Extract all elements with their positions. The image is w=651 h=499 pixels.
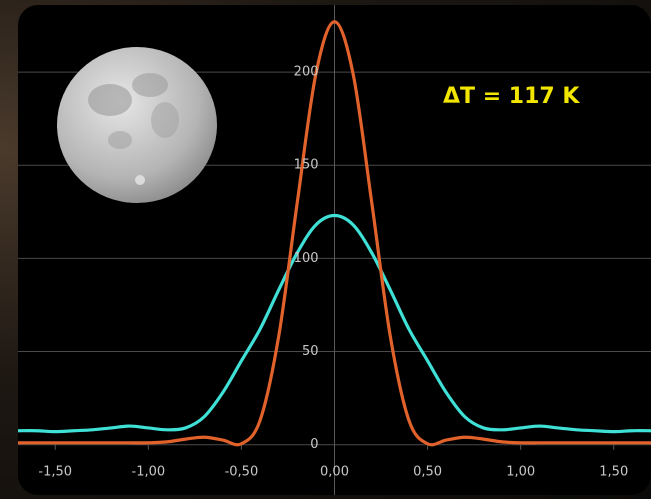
plot-area <box>18 5 651 495</box>
data-line <box>18 20 651 447</box>
x-tick-label: 1,00 <box>506 465 535 480</box>
y-tick-label: 0 <box>310 437 318 452</box>
annotation: ΔT = 117 K <box>443 84 580 109</box>
y-tick-label: 100 <box>294 251 319 266</box>
x-tick-label: -0,50 <box>225 465 259 480</box>
x-tick-label: -1,50 <box>38 465 72 480</box>
x-tick-label: -1,00 <box>132 465 166 480</box>
data-line <box>18 213 651 434</box>
x-tick-label: 0,00 <box>320 465 349 480</box>
moon <box>57 47 217 203</box>
y-tick-label: 150 <box>294 158 319 173</box>
y-tick-label: 200 <box>294 65 319 80</box>
x-tick-label: 1,50 <box>599 465 628 480</box>
y-tick-label: 50 <box>302 344 319 359</box>
x-tick-label: 0,50 <box>413 465 442 480</box>
